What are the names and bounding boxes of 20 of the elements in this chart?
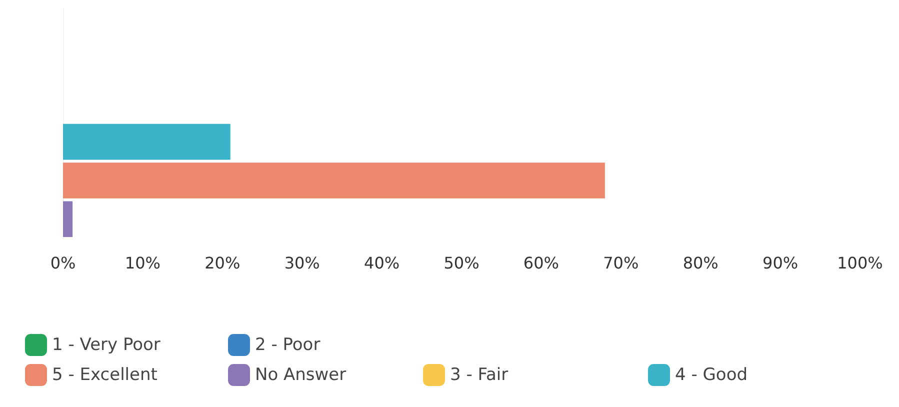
- x-tick-label: 90%: [762, 254, 798, 272]
- bar: [63, 124, 230, 160]
- x-tick-label: 0%: [50, 254, 76, 272]
- x-tick-label: 10%: [124, 254, 160, 272]
- legend-label: 1 - Very Poor: [52, 335, 160, 355]
- legend-label: 3 - Fair: [450, 365, 508, 385]
- x-tick-label: 30%: [284, 254, 320, 272]
- x-tick-label: 100%: [837, 254, 883, 272]
- legend-label: 4 - Good: [675, 365, 748, 385]
- x-tick-label: 80%: [682, 254, 718, 272]
- x-tick-label: 60%: [523, 254, 559, 272]
- bar: [63, 162, 605, 198]
- bar: [63, 201, 73, 237]
- x-tick-label: 40%: [364, 254, 400, 272]
- legend-label: 2 - Poor: [255, 335, 320, 355]
- x-tick-label: 50%: [444, 254, 480, 272]
- legend-label: No Answer: [255, 365, 346, 385]
- x-tick-label: 20%: [204, 254, 240, 272]
- x-tick-label: 70%: [603, 254, 639, 272]
- legend-label: 5 - Excellent: [52, 365, 158, 385]
